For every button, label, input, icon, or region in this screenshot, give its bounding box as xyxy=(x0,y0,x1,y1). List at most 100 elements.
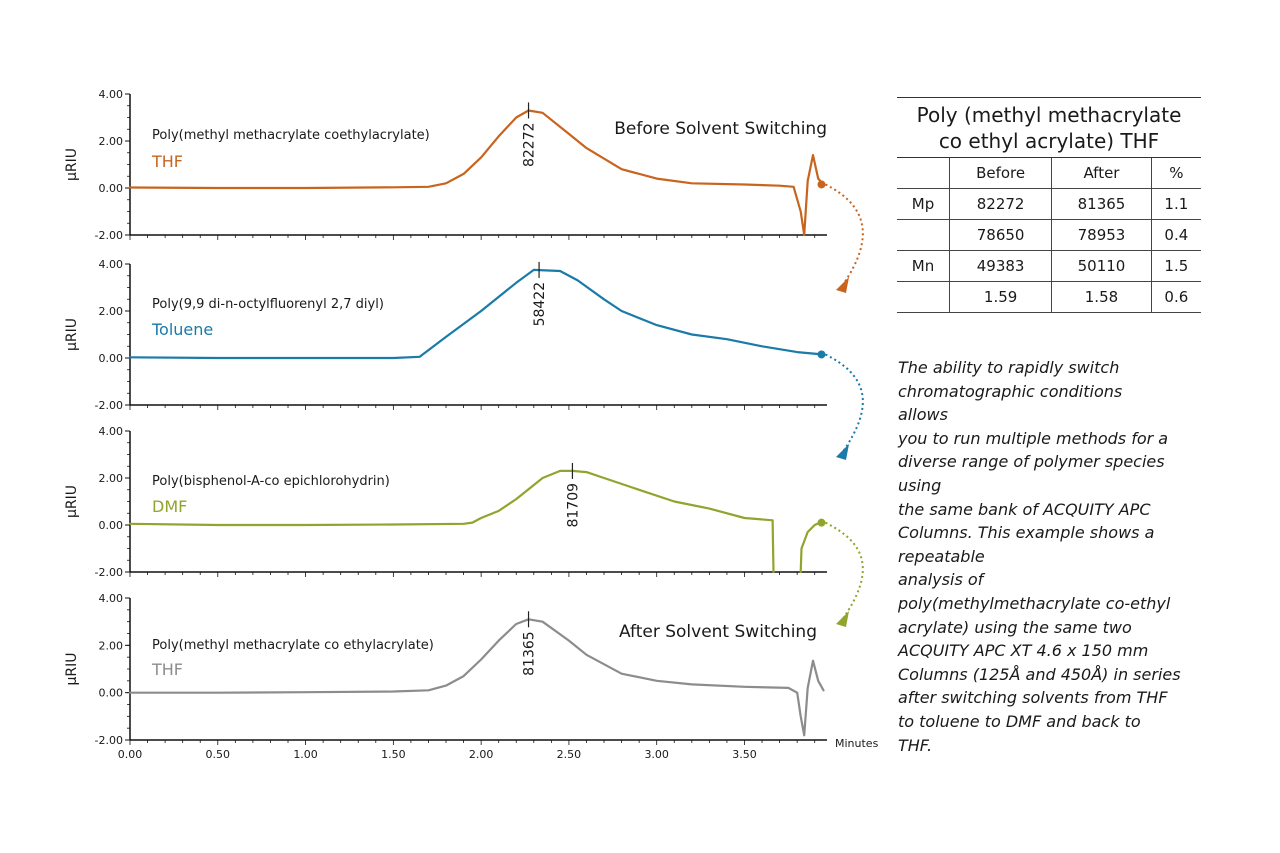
x-tick-label: 0.50 xyxy=(206,748,231,761)
end-marker-dot xyxy=(817,180,826,189)
y-tick-label: -2.00 xyxy=(95,229,123,242)
solvent-label: THF xyxy=(151,660,183,679)
table-cell: 78953 xyxy=(1051,219,1152,251)
description-line: Columns (125Å and 450Å) in series xyxy=(898,664,1181,684)
y-tick-label: 2.00 xyxy=(99,639,124,652)
table-cell: Mn xyxy=(897,250,950,282)
sample-label: Poly(bisphenol-A-co epichlorohydrin) xyxy=(152,474,390,489)
panel-title: After Solvent Switching xyxy=(619,622,817,642)
y-tick-label: 4.00 xyxy=(99,425,124,438)
description-text: The ability to rapidly switch chromatogr… xyxy=(898,356,1208,757)
x-tick-label: 3.00 xyxy=(644,748,669,761)
series-line xyxy=(128,469,775,574)
y-tick-label: 2.00 xyxy=(99,305,124,318)
table-cell: 49383 xyxy=(948,250,1052,282)
y-axis-label: µRIU xyxy=(64,485,80,518)
table-cell: 81365 xyxy=(1051,188,1152,220)
chart-panel: 4.00 2.00 0.00 -2.00 µRIU 81709 Poly(bisphenol… xyxy=(64,425,864,627)
flow-arrow xyxy=(825,183,864,287)
description-line: to toluene to DMF and back to xyxy=(898,711,1141,731)
sample-label: Poly(methyl methacrylate coethylacrylate… xyxy=(152,128,430,143)
y-tick-label: 0.00 xyxy=(99,352,124,365)
table-cell: 82272 xyxy=(948,188,1052,220)
table-header-cell: % xyxy=(1150,158,1201,189)
series-line xyxy=(128,618,825,737)
description-line: Columns. This example shows a xyxy=(898,523,1155,543)
chart-panel: 4.00 2.00 0.00 -2.00 µRIU 81365 Poly(methyl me… xyxy=(64,592,827,747)
y-tick-label: 0.00 xyxy=(99,519,124,532)
series-line xyxy=(128,268,825,360)
table-cell xyxy=(897,219,950,251)
table-title: Poly (methyl methacrylate co ethyl acryl… xyxy=(897,97,1201,158)
y-tick-label: 2.00 xyxy=(99,135,124,148)
y-axis-label: µRIU xyxy=(64,148,80,181)
y-tick-label: -2.00 xyxy=(95,734,123,747)
description-line: chromatographic conditions xyxy=(898,381,1123,401)
x-tick-label: 3.50 xyxy=(732,748,757,761)
end-marker-dot xyxy=(817,518,826,527)
end-marker-dot xyxy=(817,350,826,359)
description-line: diverse range of polymer species xyxy=(898,452,1165,472)
table-cell: 0.6 xyxy=(1150,281,1201,313)
x-tick-label: 1.00 xyxy=(293,748,318,761)
table-cell: 50110 xyxy=(1051,250,1152,282)
description-line: the same bank of ACQUITY APC xyxy=(898,499,1151,519)
description-line: repeatable xyxy=(898,546,985,566)
y-axis-label: µRIU xyxy=(64,652,80,685)
y-tick-label: -2.00 xyxy=(95,566,123,579)
description-line: poly(methylmethacrylate co-ethyl xyxy=(898,593,1171,613)
series-line-tail xyxy=(799,521,822,574)
table-row: Mp 82272 81365 1.1 xyxy=(897,188,1201,220)
table-cell: 1.58 xyxy=(1051,281,1152,313)
table-cell: 1.5 xyxy=(1150,250,1201,282)
table-cell: 1.1 xyxy=(1150,188,1201,220)
table-cell: Mp xyxy=(897,188,950,220)
y-tick-label: 4.00 xyxy=(99,592,124,605)
y-tick-label: -2.00 xyxy=(95,399,123,412)
table-cell: 1.59 xyxy=(948,281,1052,313)
description-line: using xyxy=(898,475,942,495)
x-tick-label: 0.00 xyxy=(118,748,143,761)
peak-label: 58422 xyxy=(532,282,548,327)
description-line: acrylate) using the same two xyxy=(898,617,1132,637)
x-tick-label: 2.50 xyxy=(557,748,582,761)
sample-label: Poly(9,9 di-n-octylfluorenyl 2,7 diyl) xyxy=(152,297,384,312)
table-cell xyxy=(897,281,950,313)
description-line: THF. xyxy=(898,735,933,755)
table-title-line1: Poly (methyl methacrylate xyxy=(916,103,1182,127)
table-header-row: Before After % xyxy=(897,158,1201,189)
table-header-cell: Before xyxy=(948,158,1052,189)
table-cell: 0.4 xyxy=(1150,219,1201,251)
table-row: Mn 49383 50110 1.5 xyxy=(897,250,1201,282)
solvent-label: THF xyxy=(151,152,183,171)
y-tick-label: 4.00 xyxy=(99,88,124,101)
description-line: The ability to rapidly switch xyxy=(898,358,1120,377)
peak-label: 81709 xyxy=(565,483,581,528)
y-tick-label: 0.00 xyxy=(99,182,124,195)
y-tick-label: 4.00 xyxy=(99,258,124,271)
table-header-cell: After xyxy=(1051,158,1152,189)
chart-panel: 4.00 2.00 0.00 -2.00 µRIU 82272 Poly(methyl me… xyxy=(64,88,864,293)
peak-label: 82272 xyxy=(522,122,538,167)
results-table: Poly (methyl methacrylate co ethyl acryl… xyxy=(897,97,1201,313)
solvent-label: DMF xyxy=(152,497,187,516)
chart-panel: 4.00 2.00 0.00 -2.00 µRIU 58422 Poly(9,9 di-n-… xyxy=(64,258,864,460)
table-row: 1.59 1.58 0.6 xyxy=(897,281,1201,313)
arrow-head-icon xyxy=(836,444,849,460)
flow-arrow xyxy=(825,521,864,621)
y-axis-label: µRIU xyxy=(64,318,80,351)
y-tick-label: 0.00 xyxy=(99,687,124,700)
flow-arrow xyxy=(825,353,864,454)
table-title-line2: co ethyl acrylate) THF xyxy=(938,129,1160,153)
description-line: analysis of xyxy=(898,570,984,590)
x-tick-label: 2.00 xyxy=(469,748,494,761)
arrow-head-icon xyxy=(836,277,849,293)
solvent-label: Toluene xyxy=(151,320,213,339)
panel-title: Before Solvent Switching xyxy=(614,119,827,139)
table-row: 78650 78953 0.4 xyxy=(897,219,1201,251)
x-axis-label: Minutes xyxy=(835,737,879,750)
table-header-cell xyxy=(897,158,950,189)
description-line: you to run multiple methods for a xyxy=(898,428,1169,448)
table-cell: 78650 xyxy=(948,219,1052,251)
